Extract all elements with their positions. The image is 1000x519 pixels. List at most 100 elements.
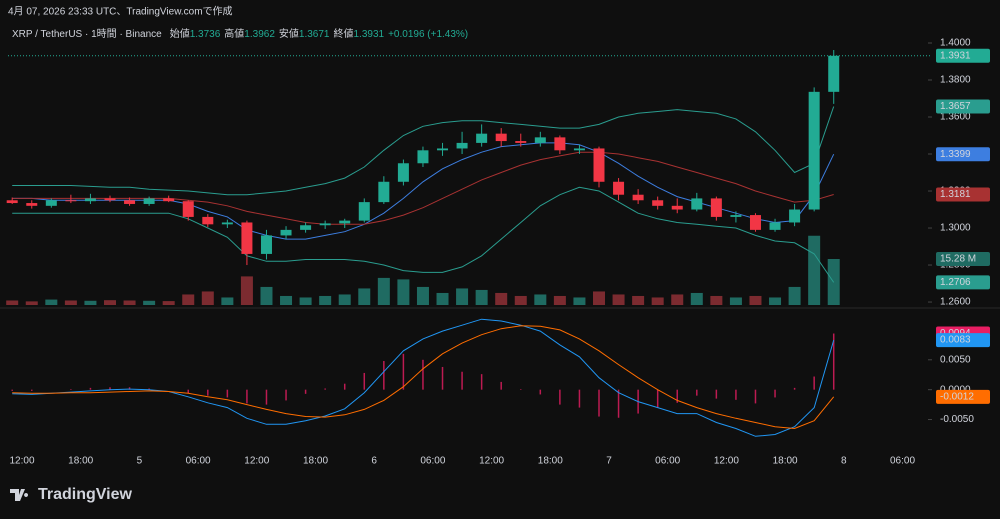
y-tick-label: -0.0050	[940, 414, 974, 425]
ohlc-value: 1.3671	[299, 29, 330, 40]
created-note: 4月 07, 2026 23:33 UTC、TradingView.comで作成	[8, 6, 233, 18]
candle-body	[339, 220, 351, 224]
candle-body	[182, 201, 194, 217]
change: +0.0196 (+1.43%)	[388, 29, 468, 40]
volume-bar	[456, 288, 469, 305]
candle-body	[632, 194, 644, 201]
candle-body	[828, 55, 840, 92]
volume-bar	[162, 301, 175, 305]
signal-line	[12, 325, 835, 430]
candle-body	[378, 181, 390, 203]
volume-bar	[377, 277, 390, 305]
volume-bar	[338, 294, 351, 305]
candle-body	[319, 223, 331, 226]
value-label: -0.0012	[940, 391, 974, 402]
x-tick-label: 8	[841, 456, 847, 467]
logo: TradingView	[10, 486, 133, 503]
value-label: 1.3181	[940, 189, 971, 200]
candle-body	[613, 181, 625, 195]
candle-body	[143, 198, 155, 204]
candle-body	[84, 198, 96, 202]
x-tick-label: 12:00	[714, 456, 739, 467]
candle-body	[104, 198, 116, 201]
value-label-box	[936, 99, 990, 114]
volume-bar	[201, 291, 214, 305]
volume-bar	[514, 295, 527, 305]
value-label: 1.2706	[940, 277, 971, 288]
symbol-title: XRP / TetherUS · 1時間 · Binance	[12, 28, 162, 40]
volume-bar	[593, 291, 605, 305]
candle-body	[671, 205, 683, 210]
candle-body	[437, 148, 449, 151]
volume-bar	[475, 289, 488, 305]
value-label-box	[936, 333, 990, 348]
x-tick-label: 5	[137, 456, 143, 467]
value-label: 1.3657	[940, 101, 971, 112]
value-label-box	[936, 187, 990, 202]
candle-body	[221, 222, 233, 225]
y-tick-label: 0.0050	[940, 354, 971, 365]
volume-bar	[671, 294, 684, 305]
ohlc-label: 高値	[224, 27, 244, 40]
candle-body	[789, 209, 801, 223]
x-tick-label: 06:00	[420, 456, 445, 467]
volume-bar	[358, 288, 371, 305]
candle-body	[749, 215, 761, 230]
volume-bar	[710, 295, 723, 305]
ohlc-label: 終値	[333, 27, 353, 40]
volume-bar	[280, 295, 293, 305]
x-tick-label: 18:00	[303, 456, 328, 467]
candle-body	[476, 133, 488, 143]
volume-bar	[632, 295, 645, 305]
volume-bar	[6, 300, 19, 305]
volume-bar	[534, 294, 547, 305]
candle-body	[652, 200, 664, 206]
volume-bar	[182, 294, 195, 305]
volume-bar	[123, 300, 136, 305]
volume-bar	[104, 300, 116, 305]
volume-bar	[769, 297, 782, 305]
candle-body	[554, 137, 566, 151]
volume-bar	[612, 294, 625, 305]
ohlc-label: 始値	[170, 27, 190, 40]
y-tick-label: 1.2600	[940, 297, 971, 308]
volume-bar	[808, 235, 821, 305]
x-tick-label: 18:00	[538, 456, 563, 467]
candle-body	[417, 150, 429, 164]
candle-body	[45, 200, 57, 206]
candle-body	[26, 203, 38, 206]
x-tick-label: 18:00	[773, 456, 798, 467]
y-tick-label: 0.0000	[940, 384, 971, 395]
candle-body	[300, 225, 312, 230]
x-tick-label: 12:00	[9, 456, 34, 467]
x-tick-label: 7	[606, 456, 612, 467]
value-label-box	[936, 275, 990, 290]
volume-bar	[397, 279, 410, 305]
volume-bar	[240, 276, 253, 305]
watermark: TradingView	[38, 486, 133, 503]
volume-bar	[573, 297, 586, 305]
indicator-line	[12, 186, 835, 283]
ohlc-label: 安値	[279, 27, 299, 40]
volume-bar	[729, 297, 742, 305]
x-tick-label: 12:00	[479, 456, 504, 467]
volume-bar	[299, 297, 312, 305]
candle-body	[808, 91, 820, 210]
x-tick-label: 06:00	[655, 456, 680, 467]
y-tick-label: 1.3600	[940, 112, 971, 123]
candle-body	[241, 222, 253, 254]
y-tick-label: 1.3000	[940, 223, 971, 234]
x-tick-label: 12:00	[244, 456, 269, 467]
candle-body	[730, 215, 742, 217]
x-tick-label: 06:00	[186, 456, 211, 467]
ohlc-value: 1.3931	[353, 29, 384, 40]
volume-bar	[143, 300, 156, 305]
y-tick-label: 1.4000	[940, 38, 971, 49]
value-label-box	[936, 251, 990, 266]
volume-bar	[25, 301, 38, 305]
indicator-line	[12, 106, 835, 196]
value-label: 1.3399	[940, 149, 971, 160]
candle-body	[710, 198, 722, 217]
candle-body	[6, 200, 18, 204]
